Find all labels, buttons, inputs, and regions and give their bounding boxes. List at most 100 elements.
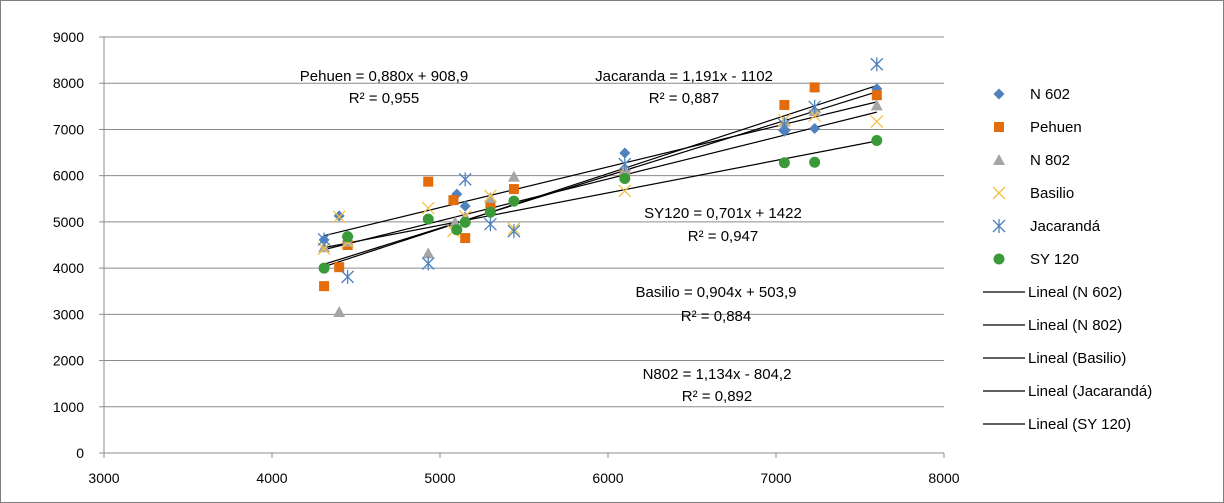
r-squared-label: R² = 0,884 — [681, 308, 751, 325]
data-point — [483, 189, 497, 203]
data-point — [332, 210, 346, 224]
data-point — [778, 157, 790, 169]
legend-label: SY 120 — [1030, 251, 1079, 268]
x-tick-label: 5000 — [424, 470, 455, 486]
data-point — [459, 216, 471, 228]
data-point — [808, 99, 822, 114]
data-point — [779, 99, 790, 110]
y-tick-label: 1000 — [53, 399, 84, 415]
y-tick-label: 7000 — [53, 121, 84, 137]
trendline-equation: Basilio = 0,904x + 503,9 — [636, 284, 797, 301]
data-point — [333, 210, 345, 222]
legend-label: Lineal (Basilio) — [1028, 350, 1126, 367]
y-tick-label: 3000 — [53, 306, 84, 322]
legend-label: Lineal (N 602) — [1028, 284, 1122, 301]
data-point — [485, 200, 496, 211]
legend: N 602 Pehuen N 802 Basilio Jacarandá SY 120 Li… — [983, 86, 1152, 433]
legend-marker — [992, 219, 1006, 233]
data-point — [318, 241, 331, 253]
y-tick-label: 4000 — [53, 260, 84, 276]
trendline-equation: N802 = 1,134x - 804,2 — [643, 366, 792, 383]
data-point — [618, 184, 632, 198]
legend-marker — [993, 88, 1005, 100]
data-points — [317, 57, 884, 318]
r-squared-label: R² = 0,892 — [682, 388, 752, 405]
y-tick-label: 2000 — [53, 353, 84, 369]
y-tick-label: 8000 — [53, 75, 84, 91]
data-point — [423, 176, 434, 187]
x-tick-label: 8000 — [928, 470, 959, 486]
data-point — [421, 201, 435, 215]
trendline — [323, 111, 877, 251]
data-point — [448, 195, 459, 206]
data-point — [459, 200, 471, 212]
r-squared-label: R² = 0,887 — [649, 90, 719, 107]
trendline-equation: Pehuen = 0,880x + 908,9 — [300, 68, 468, 85]
data-point — [451, 224, 463, 236]
data-point — [341, 269, 355, 284]
data-point — [870, 57, 884, 72]
data-point — [483, 217, 497, 232]
legend-label: Lineal (Jacarandá) — [1028, 383, 1152, 400]
data-point — [484, 191, 497, 203]
trendline — [323, 91, 877, 265]
data-point — [458, 172, 472, 187]
trendline — [323, 84, 877, 268]
data-point — [421, 256, 435, 271]
legend-marker — [994, 122, 1004, 132]
data-point — [871, 135, 883, 147]
data-point — [460, 233, 471, 244]
data-point — [422, 247, 435, 259]
x-tick-label: 7000 — [760, 470, 791, 486]
data-point — [619, 172, 631, 184]
trendline — [323, 140, 877, 249]
data-point — [619, 147, 631, 159]
legend-label: Lineal (SY 120) — [1028, 416, 1131, 433]
data-point — [317, 232, 331, 247]
x-tick-label: 6000 — [592, 470, 623, 486]
trendline-equation: Jacaranda = 1,191x - 1102 — [595, 68, 773, 85]
data-point — [319, 281, 330, 292]
data-point — [870, 99, 883, 111]
r-squared-label: R² = 0,947 — [688, 228, 758, 245]
y-tick-label: 6000 — [53, 168, 84, 184]
legend-label: N 802 — [1030, 152, 1070, 169]
data-point — [870, 115, 884, 129]
data-point — [317, 242, 331, 256]
data-point — [422, 213, 434, 225]
data-point — [334, 262, 345, 273]
legend-label: Jacarandá — [1030, 218, 1101, 235]
legend-marker — [993, 253, 1005, 265]
data-point — [618, 157, 632, 172]
legend-marker — [993, 154, 1005, 165]
x-tick-label: 3000 — [88, 470, 119, 486]
data-point — [484, 206, 496, 218]
data-point — [333, 306, 346, 318]
legend-marker — [992, 186, 1006, 200]
x-tick-label: 4000 — [256, 470, 287, 486]
y-tick-label: 5000 — [53, 214, 84, 230]
axes: 0 1000 2000 3000 4000 5000 6000 7000 8000 9000 300… — [53, 29, 960, 486]
data-point — [508, 184, 519, 195]
data-point — [809, 156, 821, 168]
legend-label: Lineal (N 802) — [1028, 317, 1122, 334]
gridlines — [104, 36, 944, 408]
y-tick-label: 0 — [76, 445, 84, 461]
data-point — [508, 195, 520, 207]
legend-label: N 602 — [1030, 86, 1070, 103]
data-point — [507, 170, 520, 182]
legend-label: Pehuen — [1030, 119, 1082, 136]
legend-label: Basilio — [1030, 185, 1074, 202]
r-squared-label: R² = 0,955 — [349, 90, 419, 107]
data-point — [809, 123, 821, 135]
y-tick-label: 9000 — [53, 29, 84, 45]
trendline-equation: SY120 = 0,701x + 1422 — [644, 205, 802, 222]
data-point — [342, 231, 354, 243]
data-point — [777, 117, 791, 132]
data-point — [507, 224, 521, 239]
data-point — [809, 82, 820, 93]
data-point — [318, 262, 330, 274]
equation-annotations: Pehuen = 0,880x + 908,9 R² = 0,955 Jacaran… — [300, 68, 802, 405]
